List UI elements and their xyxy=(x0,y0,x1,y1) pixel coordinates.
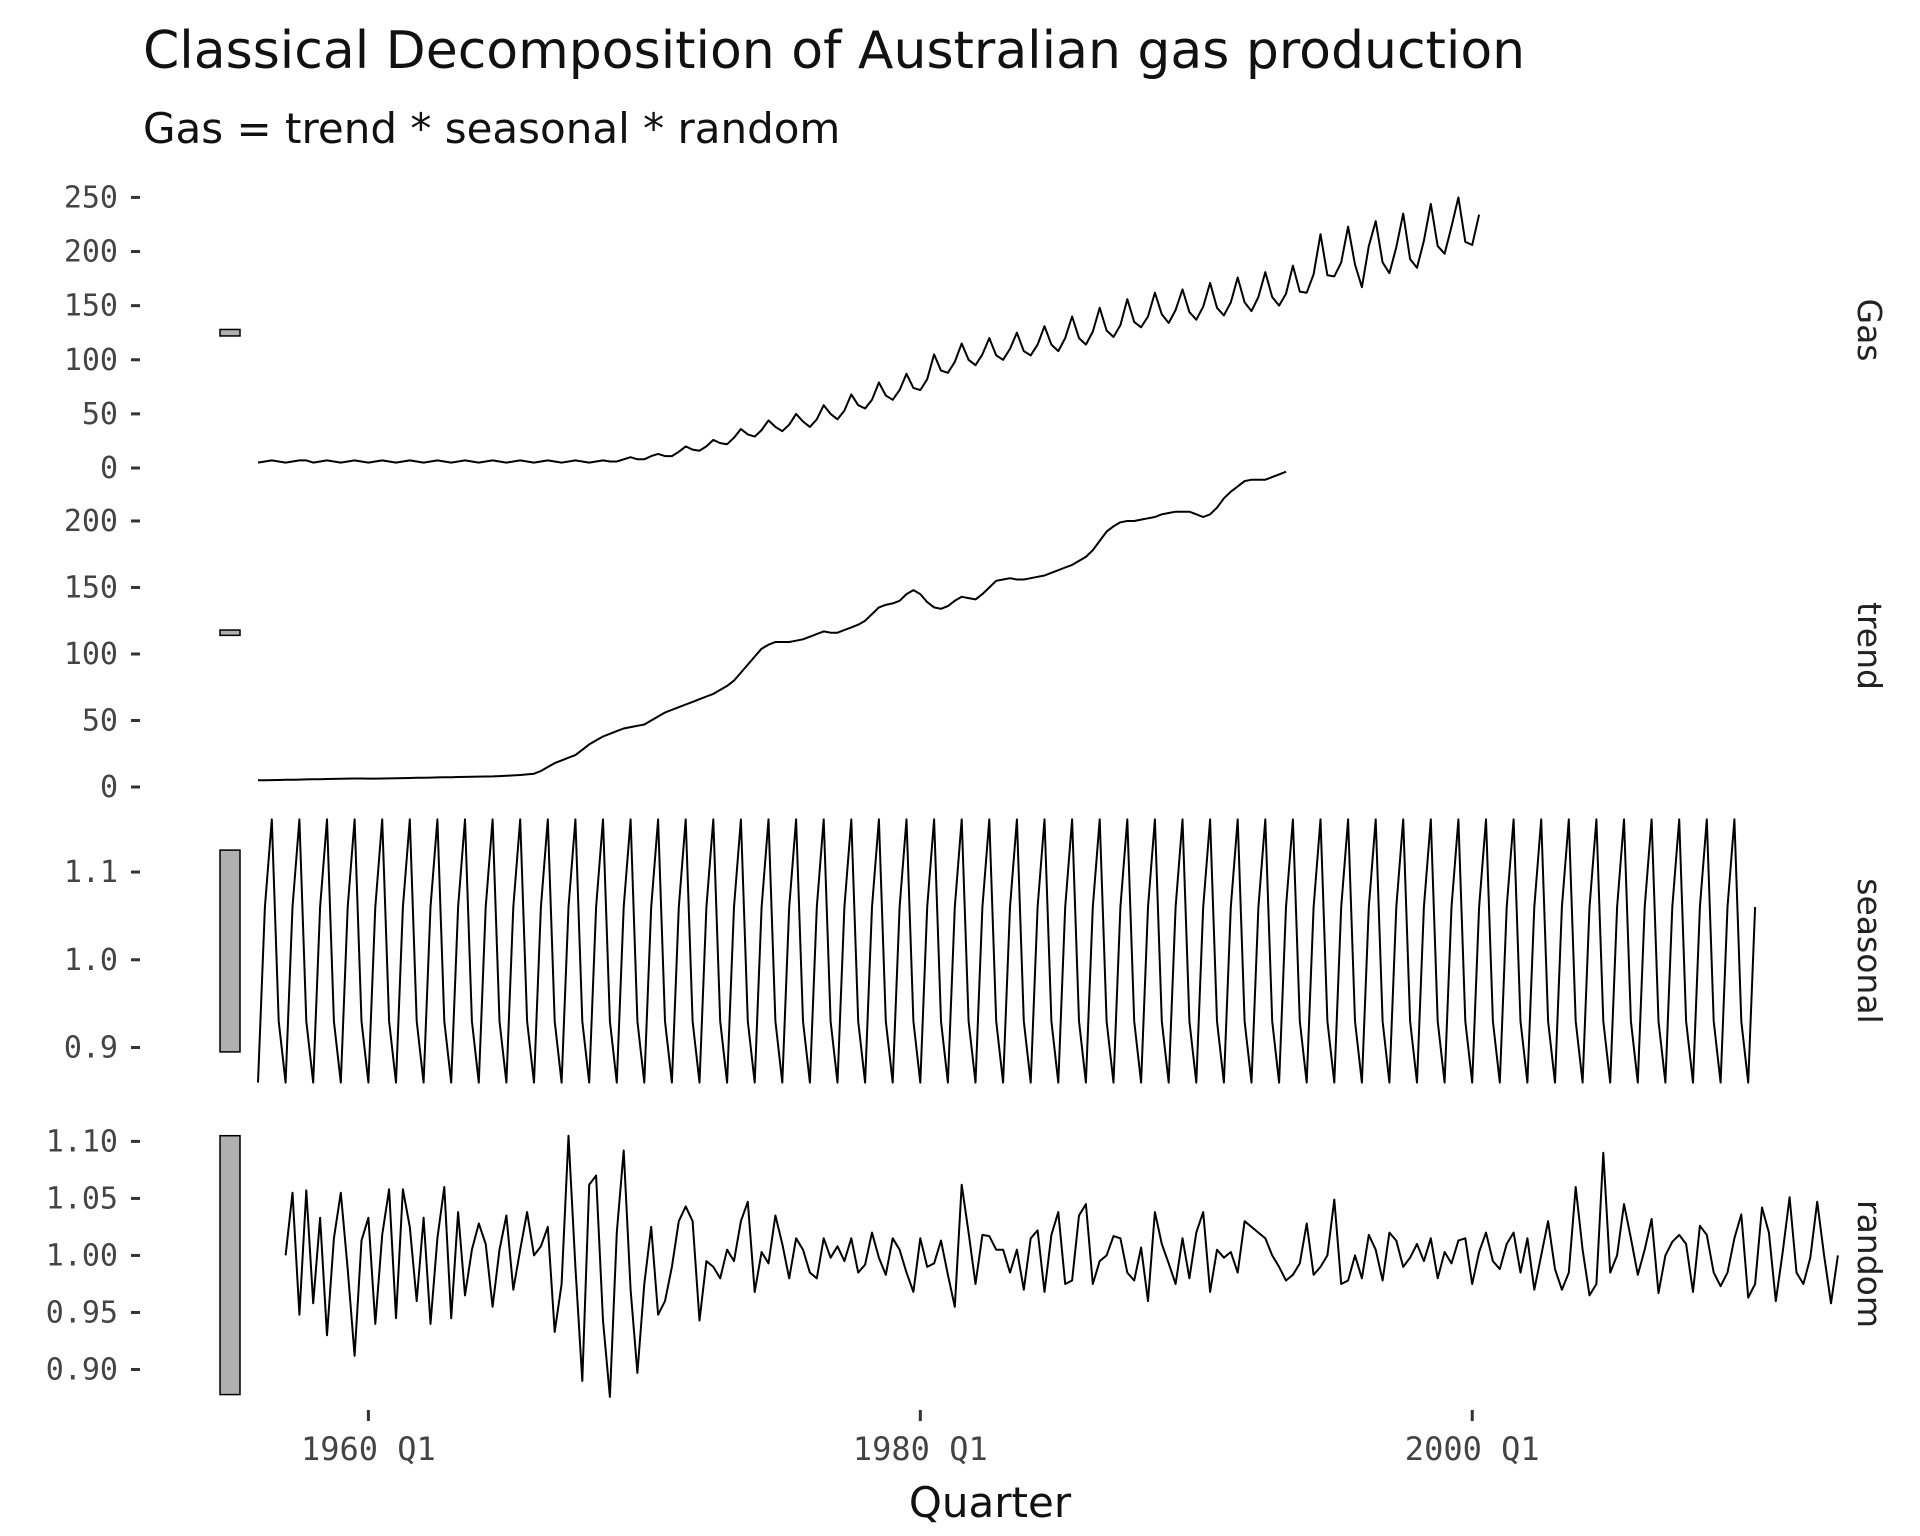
panel-random: 0.90 0.95 1.00 1.05 1.10 random xyxy=(46,1124,1889,1398)
scale-bar xyxy=(219,849,241,1053)
y-tick-label: 1.0 xyxy=(64,943,118,978)
y-tick-label: 200 xyxy=(64,504,118,539)
y-tick-label: 1.1 xyxy=(64,855,118,890)
x-tick-label: 2000 Q1 xyxy=(1405,1430,1540,1468)
y-tick-label: 150 xyxy=(64,570,118,605)
strip-label: Gas xyxy=(1850,299,1889,362)
scale-bar xyxy=(219,1134,241,1396)
y-tick-label: 0 xyxy=(100,770,118,805)
chart-subtitle: Gas = trend * seasonal * random xyxy=(143,104,840,153)
x-axis-label: Quarter xyxy=(909,1478,1072,1527)
panel-trend: 0 50 100 150 200 trend xyxy=(64,470,1889,805)
y-tick-label: 100 xyxy=(64,637,118,672)
y-tick-label: 0.95 xyxy=(46,1295,118,1330)
y-tick-label: 200 xyxy=(64,235,118,270)
strip-label: random xyxy=(1850,1200,1889,1328)
y-tick-label: 100 xyxy=(64,343,118,378)
y-tick-label: 0.90 xyxy=(46,1352,118,1387)
y-tick-label: 1.00 xyxy=(46,1238,118,1273)
y-tick-label: 0 xyxy=(100,451,118,486)
panel-seasonal: 0.9 1.0 1.1 seasonal xyxy=(64,818,1889,1084)
x-axis: 1960 Q1 1980 Q1 2000 Q1 xyxy=(301,1410,1540,1468)
y-tick-label: 50 xyxy=(82,703,118,738)
series-line-seasonal xyxy=(257,818,1757,1084)
scale-bar xyxy=(219,629,241,637)
series-line-Gas xyxy=(257,196,1481,464)
y-tick-label: 1.10 xyxy=(46,1124,118,1159)
chart-title: Classical Decomposition of Australian ga… xyxy=(143,21,1525,81)
series-line-trend xyxy=(257,470,1287,782)
y-tick-label: 50 xyxy=(82,397,118,432)
x-tick-label: 1960 Q1 xyxy=(301,1430,436,1468)
strip-label: seasonal xyxy=(1850,878,1889,1023)
y-tick-label: 250 xyxy=(64,180,118,215)
x-tick-label: 1980 Q1 xyxy=(853,1430,988,1468)
series-line-random xyxy=(284,1134,1839,1398)
panel-Gas: 0 50 100 150 200 250 Gas xyxy=(64,180,1889,486)
y-tick-label: 1.05 xyxy=(46,1181,118,1216)
panels: 0 50 100 150 200 250 Gas 0 50 100 150 200 trend 0.9 1.… xyxy=(46,180,1889,1398)
scale-bar xyxy=(219,328,241,337)
y-tick-label: 0.9 xyxy=(64,1031,118,1066)
y-tick-label: 150 xyxy=(64,289,118,324)
strip-label: trend xyxy=(1850,602,1889,690)
